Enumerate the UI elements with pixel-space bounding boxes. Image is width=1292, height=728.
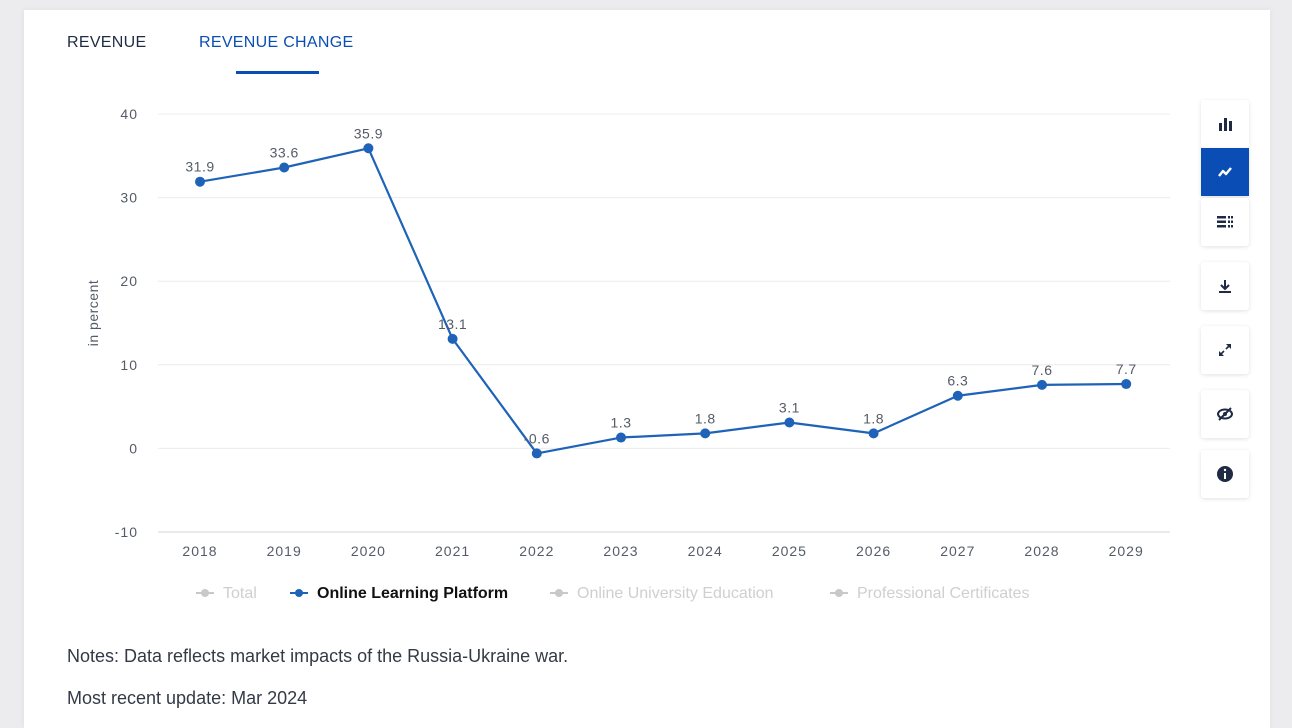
legend-marker-dot <box>201 589 209 597</box>
line-chart-icon <box>1218 167 1232 177</box>
y-tick-label: 0 <box>129 440 138 456</box>
data-point <box>1121 379 1132 390</box>
last-update: Most recent update: Mar 2024 <box>67 688 308 708</box>
legend-item[interactable]: Online University Education <box>550 585 774 602</box>
series-line <box>199 147 1127 455</box>
fullscreen-button[interactable] <box>1201 326 1249 374</box>
y-tick-label: 10 <box>120 357 138 373</box>
legend-item[interactable]: Professional Certificates <box>830 585 1030 602</box>
x-tick-label: 2025 <box>772 543 807 559</box>
data-point <box>952 390 963 401</box>
y-axis-label: in percent <box>85 280 101 346</box>
legend-marker-dot <box>295 589 303 597</box>
data-point <box>1037 379 1047 390</box>
legend-label: Online Learning Platform <box>317 585 508 602</box>
legend-item[interactable]: Online Learning Platform <box>290 585 508 602</box>
x-tick-label: 2021 <box>435 543 470 559</box>
legend-label: Online University Education <box>577 585 774 602</box>
toggle-visibility-button[interactable] <box>1201 390 1249 438</box>
y-tick-label: 40 <box>120 106 138 122</box>
chart-card: REVENUE REVENUE CHANGE -10 0 10 20 30 40 in pe… <box>24 10 1270 728</box>
data-label: 7.6 <box>1032 362 1053 378</box>
table-view-button[interactable] <box>1201 198 1249 246</box>
line-chart-button[interactable] <box>1201 148 1249 196</box>
legend-item[interactable]: Total <box>196 585 257 602</box>
x-tick-label: 2023 <box>603 543 638 559</box>
x-tick-label: 2028 <box>1024 543 1059 559</box>
x-tick-label: 2024 <box>688 543 723 559</box>
x-tick-label: 2018 <box>182 543 217 559</box>
data-label: 1.8 <box>863 410 884 426</box>
data-point <box>616 432 626 443</box>
legend-label: Professional Certificates <box>857 585 1030 602</box>
data-label: 7.7 <box>1116 361 1137 377</box>
y-tick-label: -10 <box>115 524 138 540</box>
legend-marker-dot <box>555 589 563 597</box>
data-label: 1.3 <box>611 415 632 431</box>
data-point <box>700 428 711 439</box>
data-point <box>195 176 205 187</box>
data-label: 33.6 <box>270 145 299 161</box>
table-icon <box>1217 216 1233 228</box>
x-tick-label: 2029 <box>1109 543 1144 559</box>
legend-marker-dot <box>835 589 843 597</box>
download-button[interactable] <box>1201 262 1249 310</box>
data-label: 1.8 <box>695 410 716 426</box>
x-tick-label: 2026 <box>856 543 891 559</box>
tab-bar: REVENUE REVENUE CHANGE <box>24 10 624 76</box>
data-label: 3.1 <box>779 399 800 415</box>
bar-chart-icon <box>1219 118 1232 131</box>
hide-icon <box>1217 407 1233 421</box>
data-point <box>363 143 374 154</box>
y-tick-label: 30 <box>120 190 138 206</box>
legend-label: Total <box>223 585 257 602</box>
info-button[interactable] <box>1201 450 1249 498</box>
expand-icon <box>1219 344 1231 356</box>
data-point <box>784 417 795 428</box>
download-icon <box>1219 280 1231 293</box>
chart-notes: Notes: Data reflects market impacts of t… <box>67 646 569 666</box>
info-icon <box>1217 466 1233 482</box>
data-label: 35.9 <box>354 125 383 141</box>
data-point <box>279 162 290 173</box>
data-point <box>868 428 879 439</box>
data-label: 13.1 <box>438 316 467 332</box>
data-point <box>531 448 542 459</box>
x-tick-label: 2020 <box>351 543 386 559</box>
data-label: 31.9 <box>185 159 214 175</box>
x-tick-label: 2022 <box>519 543 554 559</box>
x-tick-label: 2027 <box>940 543 975 559</box>
data-label: -0.6 <box>524 430 550 446</box>
bar-chart-button[interactable] <box>1201 100 1249 148</box>
y-tick-label: 20 <box>120 273 138 289</box>
tab-revenue[interactable]: REVENUE <box>67 34 147 51</box>
line-chart: -10 0 10 20 30 40 in percent 2018 2019 2020 2021 20… <box>85 106 1170 602</box>
data-label: 6.3 <box>947 373 968 389</box>
active-tab-indicator <box>236 71 319 74</box>
data-point <box>447 333 458 344</box>
x-tick-label: 2019 <box>267 543 302 559</box>
tab-revenue-change[interactable]: REVENUE CHANGE <box>199 34 354 51</box>
